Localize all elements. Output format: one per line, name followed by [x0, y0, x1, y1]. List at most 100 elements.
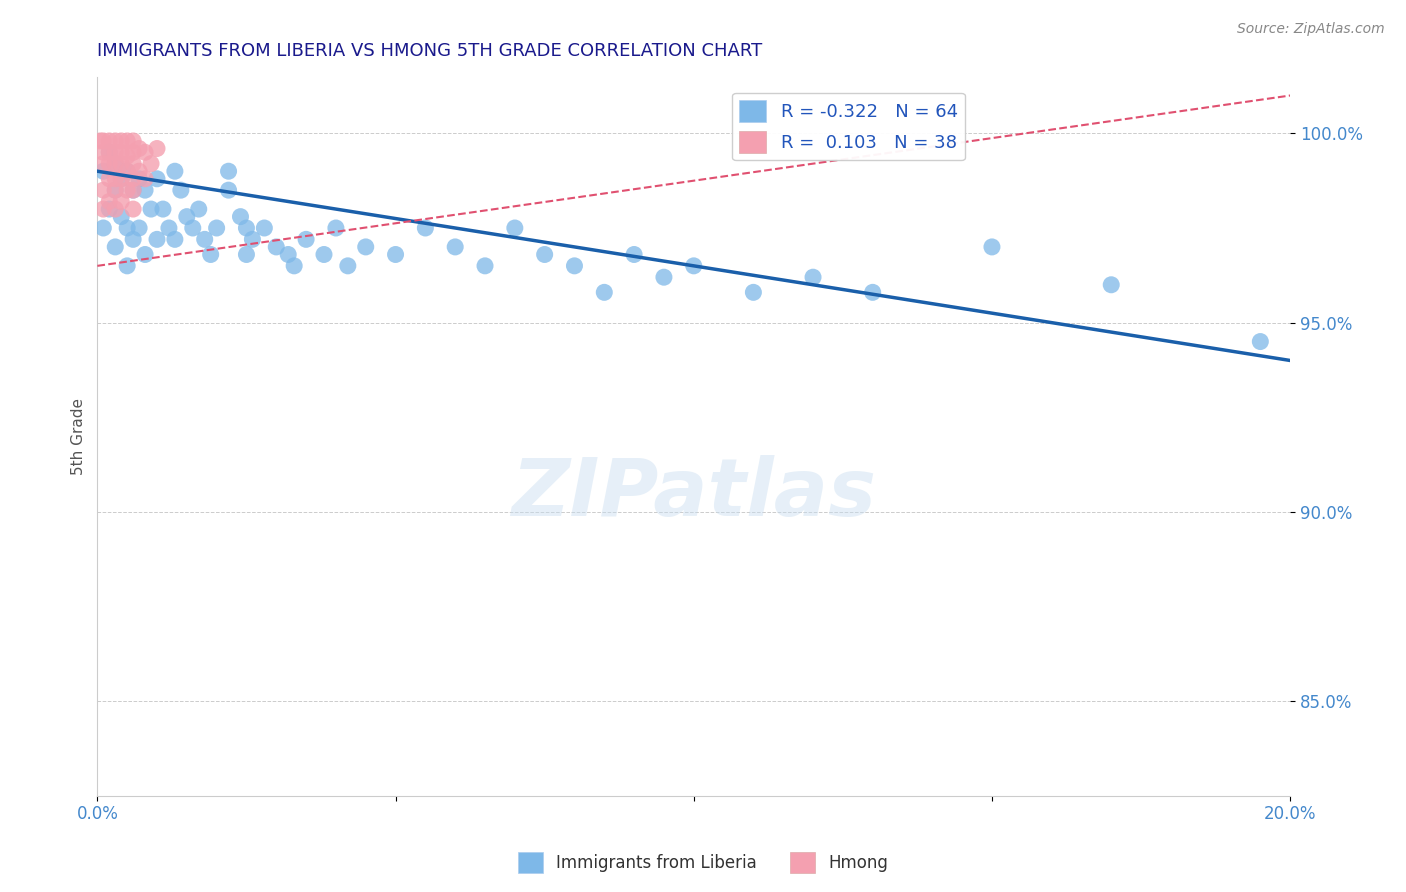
Point	[354, 240, 377, 254]
Point	[122, 134, 145, 148]
Point	[533, 247, 555, 261]
Point	[181, 221, 204, 235]
Point	[682, 259, 704, 273]
Point	[253, 221, 276, 235]
Point	[176, 210, 198, 224]
Point	[444, 240, 467, 254]
Point	[110, 171, 132, 186]
Point	[415, 221, 437, 235]
Point	[128, 141, 150, 155]
Point	[1249, 334, 1271, 349]
Point	[104, 183, 127, 197]
Y-axis label: 5th Grade: 5th Grade	[72, 398, 86, 475]
Point	[110, 134, 132, 148]
Point	[91, 156, 114, 170]
Point	[115, 164, 138, 178]
Point	[218, 164, 240, 178]
Point	[98, 156, 121, 170]
Point	[122, 183, 145, 197]
Point	[110, 171, 132, 186]
Point	[170, 183, 193, 197]
Point	[139, 156, 162, 170]
Legend: Immigrants from Liberia, Hmong: Immigrants from Liberia, Hmong	[510, 846, 896, 880]
Point	[110, 145, 132, 160]
Point	[283, 259, 305, 273]
Point	[593, 285, 616, 300]
Point	[104, 145, 127, 160]
Point	[134, 171, 156, 186]
Point	[652, 270, 675, 285]
Point	[218, 183, 240, 197]
Point	[91, 202, 114, 216]
Point	[503, 221, 526, 235]
Point	[122, 202, 145, 216]
Point	[862, 285, 884, 300]
Point	[122, 232, 145, 246]
Point	[277, 247, 299, 261]
Point	[264, 240, 287, 254]
Point	[623, 247, 645, 261]
Point	[91, 145, 114, 160]
Point	[115, 164, 138, 178]
Point	[115, 134, 138, 148]
Point	[115, 221, 138, 235]
Point	[122, 156, 145, 170]
Point	[98, 145, 121, 160]
Point	[134, 247, 156, 261]
Point	[89, 134, 111, 148]
Point	[98, 202, 121, 216]
Text: Source: ZipAtlas.com: Source: ZipAtlas.com	[1237, 22, 1385, 37]
Point	[122, 171, 145, 186]
Point	[336, 259, 359, 273]
Point	[91, 183, 114, 197]
Point	[110, 210, 132, 224]
Point	[91, 221, 114, 235]
Legend: R = -0.322   N = 64, R =  0.103   N = 38: R = -0.322 N = 64, R = 0.103 N = 38	[733, 93, 965, 161]
Point	[104, 183, 127, 197]
Point	[146, 171, 169, 186]
Point	[152, 202, 174, 216]
Point	[115, 183, 138, 197]
Point	[122, 183, 145, 197]
Point	[104, 156, 127, 170]
Point	[91, 134, 114, 148]
Point	[98, 194, 121, 209]
Point	[146, 232, 169, 246]
Point	[384, 247, 406, 261]
Point	[157, 221, 180, 235]
Point	[115, 259, 138, 273]
Point	[187, 202, 209, 216]
Text: ZIPatlas: ZIPatlas	[512, 455, 876, 533]
Point	[104, 171, 127, 186]
Point	[104, 240, 127, 254]
Point	[235, 247, 257, 261]
Point	[163, 232, 186, 246]
Point	[134, 145, 156, 160]
Point	[134, 183, 156, 197]
Point	[229, 210, 252, 224]
Point	[98, 134, 121, 148]
Point	[128, 221, 150, 235]
Point	[474, 259, 496, 273]
Point	[110, 156, 132, 170]
Point	[981, 240, 1004, 254]
Point	[325, 221, 347, 235]
Point	[200, 247, 222, 261]
Point	[205, 221, 228, 235]
Point	[564, 259, 586, 273]
Point	[194, 232, 217, 246]
Point	[128, 164, 150, 178]
Point	[801, 270, 824, 285]
Point	[110, 194, 132, 209]
Point	[98, 171, 121, 186]
Point	[91, 164, 114, 178]
Point	[312, 247, 335, 261]
Point	[242, 232, 264, 246]
Point	[98, 145, 121, 160]
Point	[128, 171, 150, 186]
Point	[115, 149, 138, 163]
Point	[139, 202, 162, 216]
Point	[295, 232, 318, 246]
Point	[1099, 277, 1122, 292]
Point	[122, 145, 145, 160]
